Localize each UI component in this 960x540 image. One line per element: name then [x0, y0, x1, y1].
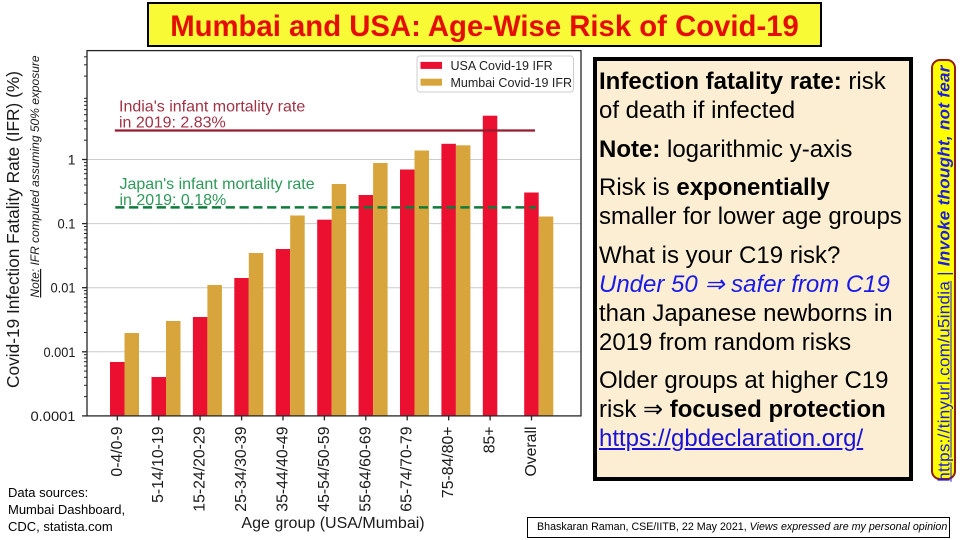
svg-text:25-34/30-39: 25-34/30-39: [233, 426, 250, 511]
svg-text:Mumbai Dashboard,: Mumbai Dashboard,: [8, 502, 125, 517]
svg-text:India's infant mortality rate: India's infant mortality rate: [119, 98, 305, 115]
svg-text:in 2019: 2.83%: in 2019: 2.83%: [119, 114, 226, 131]
svg-text:0.01: 0.01: [51, 280, 76, 296]
svg-text:0.0001: 0.0001: [31, 408, 76, 424]
svg-text:Mumbai Covid-19 IFR: Mumbai Covid-19 IFR: [451, 76, 573, 90]
svg-text:Overall: Overall: [523, 427, 540, 477]
svg-text:15-24/20-29: 15-24/20-29: [192, 426, 209, 511]
svg-text:45-54/50-59: 45-54/50-59: [316, 426, 333, 511]
svg-text:CDC, statista.com: CDC, statista.com: [8, 519, 113, 534]
svg-text:Note: IFR computed assuming 50: Note: IFR computed assuming 50% exposure: [28, 55, 42, 297]
svg-text:75-84/80+: 75-84/80+: [440, 427, 457, 499]
svg-text:in 2019: 0.18%: in 2019: 0.18%: [120, 192, 227, 209]
svg-text:Data sources:: Data sources:: [8, 485, 88, 500]
svg-text:Age group (USA/Mumbai): Age group (USA/Mumbai): [241, 515, 424, 532]
svg-text:0.1: 0.1: [58, 216, 76, 232]
svg-text:85+: 85+: [482, 427, 499, 454]
svg-text:55-64/60-69: 55-64/60-69: [357, 426, 374, 511]
svg-text:0-4/0-9: 0-4/0-9: [109, 426, 126, 476]
svg-text:Covid-19 Infection Fatality Ra: Covid-19 Infection Fatality Rate (IFR) (…: [3, 71, 23, 388]
svg-text:USA Covid-19 IFR: USA Covid-19 IFR: [451, 59, 553, 73]
svg-text:35-44/40-49: 35-44/40-49: [275, 426, 292, 511]
svg-text:0.001: 0.001: [44, 344, 76, 360]
svg-text:Japan's infant mortality rate: Japan's infant mortality rate: [120, 176, 315, 193]
svg-text:65-74/70-79: 65-74/70-79: [399, 426, 416, 511]
svg-text:1: 1: [68, 152, 76, 168]
svg-text:5-14/10-19: 5-14/10-19: [150, 426, 167, 503]
